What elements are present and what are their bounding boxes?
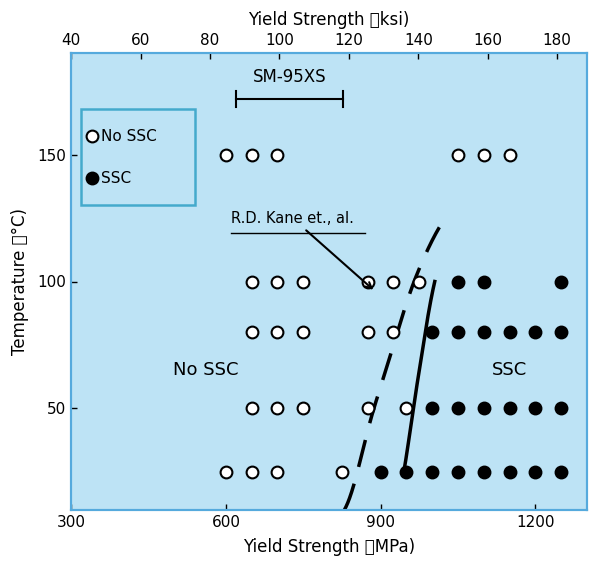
Point	[273, 328, 282, 337]
Point	[298, 328, 308, 337]
Point	[389, 277, 398, 286]
Text: No SSC: No SSC	[101, 129, 157, 143]
Point	[479, 404, 489, 413]
Text: SM-95XS: SM-95XS	[253, 68, 327, 86]
X-axis label: Yield Strength （ksi): Yield Strength （ksi)	[248, 11, 410, 29]
Point	[221, 150, 231, 159]
Point	[530, 404, 540, 413]
Point	[247, 404, 257, 413]
Point	[298, 404, 308, 413]
Y-axis label: Temperature （°C): Temperature （°C)	[11, 208, 29, 355]
Text: SSC: SSC	[492, 361, 527, 379]
Point	[453, 467, 463, 476]
FancyBboxPatch shape	[81, 109, 195, 205]
Point	[402, 467, 411, 476]
Point	[363, 404, 373, 413]
Point	[363, 328, 373, 337]
Point	[505, 467, 514, 476]
Point	[247, 328, 257, 337]
Point	[428, 467, 437, 476]
Point	[273, 150, 282, 159]
Point	[556, 467, 566, 476]
Point	[479, 467, 489, 476]
Text: SSC: SSC	[101, 171, 131, 186]
Point	[273, 467, 282, 476]
Point	[376, 467, 385, 476]
Point	[87, 174, 97, 183]
Point	[453, 404, 463, 413]
Point	[453, 150, 463, 159]
Point	[247, 150, 257, 159]
Point	[556, 328, 566, 337]
Point	[389, 328, 398, 337]
Point	[428, 328, 437, 337]
Point	[453, 277, 463, 286]
Point	[273, 404, 282, 413]
Point	[479, 150, 489, 159]
X-axis label: Yield Strength （MPa): Yield Strength （MPa)	[243, 538, 415, 556]
Point	[479, 277, 489, 286]
Point	[505, 328, 514, 337]
Point	[479, 328, 489, 337]
Point	[453, 328, 463, 337]
Text: No SSC: No SSC	[172, 361, 238, 379]
Point	[505, 404, 514, 413]
Point	[363, 277, 373, 286]
Point	[337, 467, 347, 476]
Point	[505, 150, 514, 159]
Text: R.D. Kane et., al.: R.D. Kane et., al.	[231, 211, 371, 288]
Point	[247, 467, 257, 476]
Point	[556, 404, 566, 413]
Point	[273, 277, 282, 286]
Point	[414, 277, 424, 286]
Point	[402, 404, 411, 413]
Point	[530, 467, 540, 476]
Point	[530, 328, 540, 337]
Point	[428, 404, 437, 413]
Point	[247, 277, 257, 286]
Point	[87, 132, 97, 141]
Point	[221, 467, 231, 476]
Point	[556, 277, 566, 286]
Point	[298, 277, 308, 286]
